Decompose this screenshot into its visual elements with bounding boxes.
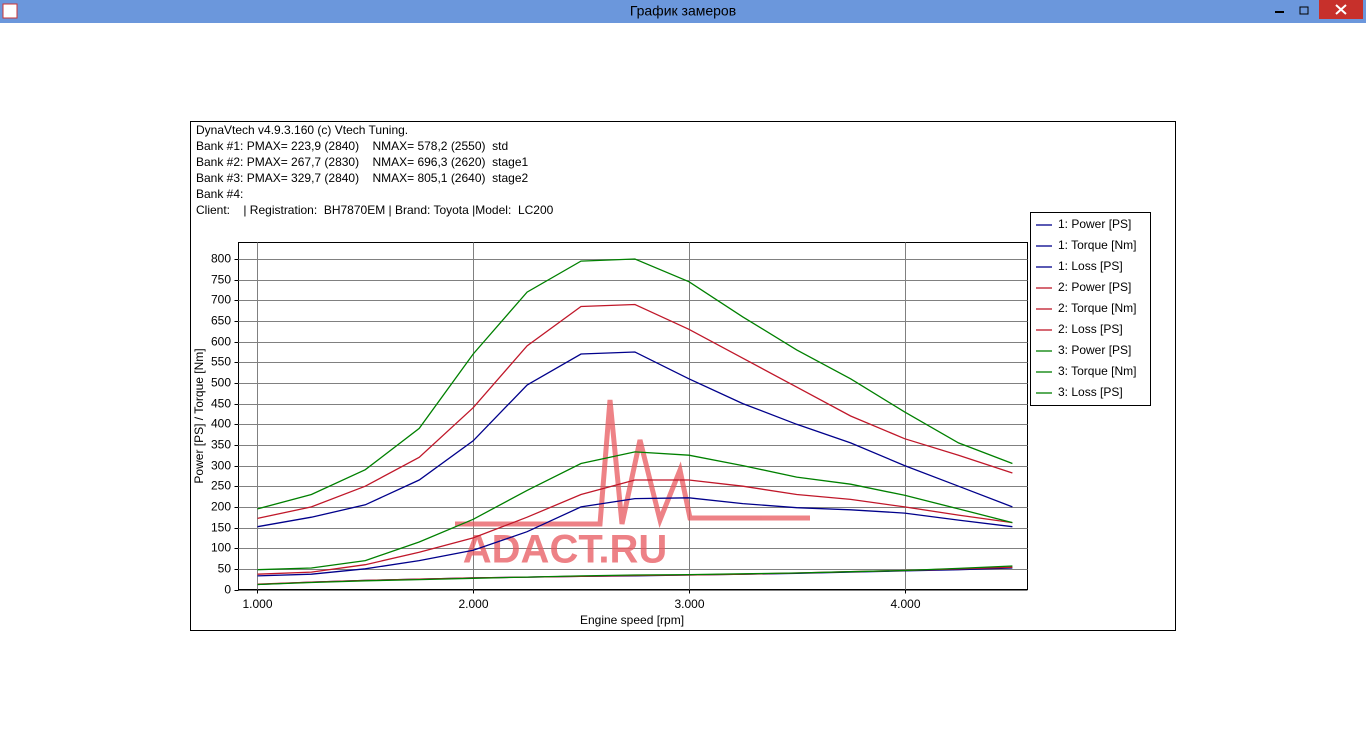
y-tick-label: 450 — [211, 397, 231, 411]
watermark-text: ADACT.RU — [463, 528, 667, 572]
y-tick-label: 200 — [211, 500, 231, 514]
y-tick-label: 700 — [211, 293, 231, 307]
series-line — [257, 351, 1013, 528]
y-tick-label: 750 — [211, 273, 231, 287]
title-bar — [0, 0, 1366, 23]
series-line — [257, 479, 1013, 575]
header-line: Bank #2: PMAX= 267,7 (2830) NMAX= 696,3 … — [196, 155, 529, 169]
header-line: Client: | Registration: BH7870EM | Brand… — [196, 203, 554, 217]
series-line — [257, 258, 1013, 510]
y-tick-label: 600 — [211, 335, 231, 349]
legend-label: 3: Torque [Nm] — [1058, 364, 1136, 378]
legend-label: 2: Power [PS] — [1058, 280, 1131, 294]
header-line: Bank #1: PMAX= 223,9 (2840) NMAX= 578,2 … — [196, 139, 508, 153]
watermark: ADACT.RU — [455, 399, 810, 572]
app-icon — [2, 3, 18, 19]
legend-label: 3: Power [PS] — [1058, 343, 1131, 357]
y-tick-label: 500 — [211, 376, 231, 390]
y-tick-label: 250 — [211, 479, 231, 493]
y-axis-label: Power [PS] / Torque [Nm] — [192, 348, 206, 483]
header-line: Bank #4: — [196, 187, 243, 201]
y-tick-label: 800 — [211, 252, 231, 266]
y-tick-label: 650 — [211, 314, 231, 328]
header-line: Bank #3: PMAX= 329,7 (2840) NMAX= 805,1 … — [196, 171, 529, 185]
series-line — [257, 303, 1013, 520]
x-tick-label: 3.000 — [674, 597, 704, 611]
y-tick-label: 400 — [211, 417, 231, 431]
legend-label: 1: Power [PS] — [1058, 217, 1131, 231]
legend-label: 3: Loss [PS] — [1058, 385, 1123, 399]
legend-label: 1: Torque [Nm] — [1058, 238, 1136, 252]
series-line — [257, 565, 1013, 586]
y-tick-label: 150 — [211, 521, 231, 535]
header-line: DynaVtech v4.9.3.160 (c) Vtech Tuning. — [196, 123, 408, 137]
series-line — [257, 497, 1013, 577]
close-icon — [1335, 4, 1347, 15]
y-tick-label: 300 — [211, 459, 231, 473]
y-tick-label: 0 — [224, 583, 231, 597]
y-tick-label: 50 — [218, 562, 232, 576]
series-line — [257, 451, 1013, 571]
legend-label: 1: Loss [PS] — [1058, 259, 1123, 273]
x-tick-label: 1.000 — [242, 597, 272, 611]
x-tick-label: 2.000 — [458, 597, 488, 611]
watermark-pulse — [455, 399, 810, 529]
x-tick-label: 4.000 — [890, 597, 920, 611]
legend-label: 2: Loss [PS] — [1058, 322, 1123, 336]
legend-label: 2: Torque [Nm] — [1058, 301, 1136, 315]
window-title: График замеров — [630, 3, 736, 19]
restore-icon — [1299, 6, 1309, 15]
y-tick-label: 350 — [211, 438, 231, 452]
y-tick-label: 100 — [211, 541, 231, 555]
y-tick-label: 550 — [211, 355, 231, 369]
x-axis-label: Engine speed [rpm] — [580, 613, 684, 627]
